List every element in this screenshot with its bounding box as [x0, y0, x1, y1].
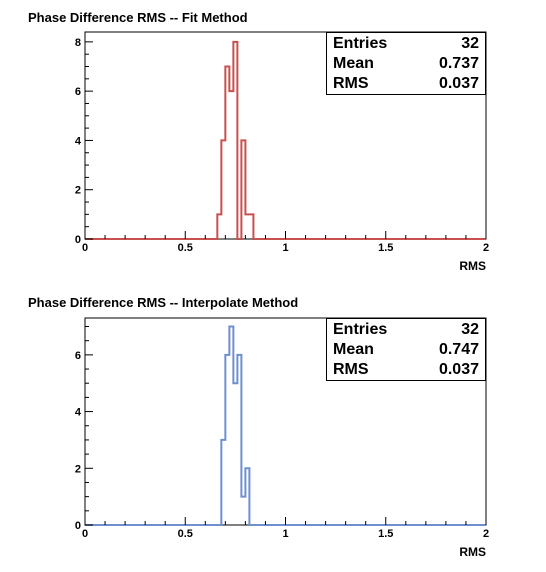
x-tick-label: 0: [82, 242, 88, 254]
stats-box: Entries 32 Mean 0.737 RMS 0.037: [326, 32, 486, 95]
y-tick-label: 0: [75, 520, 81, 532]
y-tick-label: 6: [75, 86, 81, 98]
stats-rms-row: RMS 0.037: [327, 74, 485, 94]
x-axis-title: RMS: [459, 545, 486, 559]
histogram-panel-fit: Phase Difference RMS -- Fit Method 0 0.5 1…: [28, 10, 489, 273]
x-tick-label: 1.5: [378, 242, 393, 254]
histogram-line: [85, 325, 486, 526]
stats-entries-row: Entries 32: [327, 34, 485, 54]
histogram-bin: [233, 383, 237, 525]
stats-entries-label: Entries: [333, 35, 388, 52]
chart-title: Phase Difference RMS -- Fit Method: [28, 10, 248, 25]
stats-box: Entries 32 Mean 0.747 RMS 0.037: [326, 318, 486, 381]
histogram-bin: [245, 214, 249, 239]
y-tick-label: 4: [75, 135, 82, 147]
stats-entries-value: 32: [461, 35, 479, 52]
x-tick-label: 1.5: [378, 528, 393, 540]
stats-mean-label: Mean: [333, 55, 374, 72]
histogram-plot: 0 0.5 1 1.5 2 0 2 4 6 RMS: [75, 317, 489, 559]
stats-rms-label: RMS: [333, 361, 369, 378]
x-tick-label: 1: [282, 242, 288, 254]
stats-rms-label: RMS: [333, 75, 369, 92]
y-tick-label: 0: [75, 234, 81, 246]
stats-rms-value: 0.037: [438, 361, 479, 378]
histogram-bin: [229, 91, 233, 239]
histogram-panel-interpolate: Phase Difference RMS -- Interpolate Meth…: [0, 286, 546, 572]
x-axis-title: RMS: [459, 259, 486, 273]
y-tick-label: 2: [75, 463, 81, 475]
x-tick-label: 0.5: [178, 242, 193, 254]
chart-title: Phase Difference RMS -- Interpolate Meth…: [28, 295, 299, 310]
stats-mean-row: Mean 0.747: [327, 340, 485, 360]
histogram-bin: [241, 497, 245, 525]
stats-rms-value: 0.037: [438, 75, 479, 92]
histogram-plot: 0 0.5 1 1.5 2 0 2 4 6 8 RMS: [75, 31, 489, 273]
stats-mean-label: Mean: [333, 341, 374, 358]
x-tick-label: 0: [82, 528, 88, 540]
histogram-line: [85, 40, 486, 240]
stats-entries-value: 32: [461, 321, 479, 338]
x-tick-label: 2: [483, 242, 489, 254]
x-tick-label: 1: [282, 528, 288, 540]
y-tick-label: 6: [75, 350, 81, 362]
x-tick-label: 0.5: [178, 528, 193, 540]
stats-entries-label: Entries: [333, 321, 388, 338]
y-tick-label: 2: [75, 185, 81, 197]
stats-rms-row: RMS 0.037: [327, 360, 485, 380]
stats-mean-value: 0.747: [438, 341, 479, 358]
stats-mean-row: Mean 0.737: [327, 54, 485, 74]
y-tick-label: 4: [75, 407, 82, 419]
x-tick-label: 2: [483, 528, 489, 540]
y-tick-label: 8: [75, 37, 81, 49]
stats-entries-row: Entries 32: [327, 320, 485, 340]
stats-mean-value: 0.737: [438, 55, 479, 72]
